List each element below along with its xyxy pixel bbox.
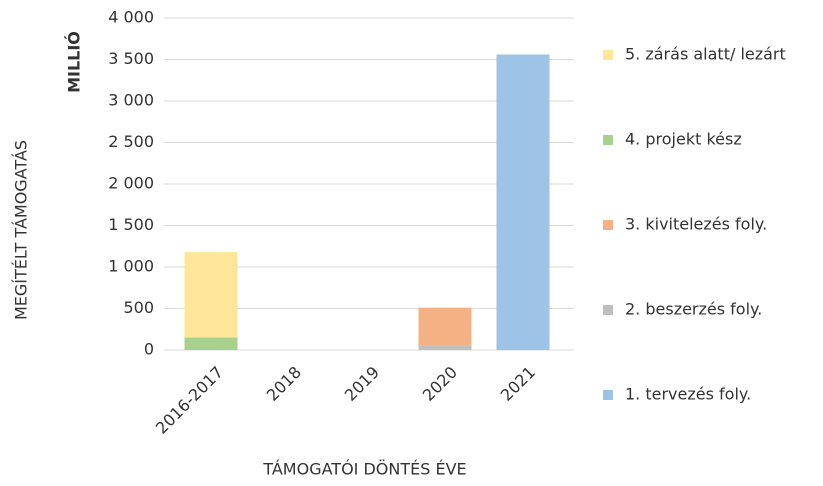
legend-label: 5. zárás alatt/ lezárt [625,45,786,64]
legend-swatch [603,50,613,60]
legend-label: 3. kivitelezés foly. [625,215,767,234]
x-tick-label: 2019 [341,363,383,405]
y-tick-label: 1 500 [108,215,154,234]
bar-segment [418,345,472,350]
bar-segment [496,54,550,351]
x-tick-label: 2020 [419,363,461,405]
y-tick-label: 2 500 [108,132,154,151]
y-tick-label: 3 000 [108,91,154,110]
legend-label: 1. tervezés foly. [625,385,751,404]
x-tick-label: 2018 [263,363,305,405]
legend-swatch [603,390,613,400]
y-tick-label: 2 000 [108,174,154,193]
y-axis-unit: MILLIÓ [65,31,84,93]
legend-swatch [603,135,613,145]
y-tick-label: 4 000 [108,8,154,27]
x-tick-label: 2016-2017 [152,363,227,438]
y-axis-title: MEGÍTÉLT TÁMOGATÁS [12,140,31,320]
y-tick-label: 500 [123,298,154,317]
legend-swatch [603,305,613,315]
x-tick-label: 2021 [497,363,539,405]
legend-label: 4. projekt kész [625,130,742,149]
bar-segment [184,337,238,350]
bar-segment [418,307,472,346]
legend-swatch [603,220,613,230]
y-tick-label: 3 500 [108,49,154,68]
x-axis-title: TÁMOGATÓI DÖNTÉS ÉVE [262,460,466,479]
y-tick-label: 0 [144,340,154,359]
bar-segment [184,252,238,338]
legend-label: 2. beszerzés foly. [625,300,762,319]
y-tick-label: 1 000 [108,257,154,276]
